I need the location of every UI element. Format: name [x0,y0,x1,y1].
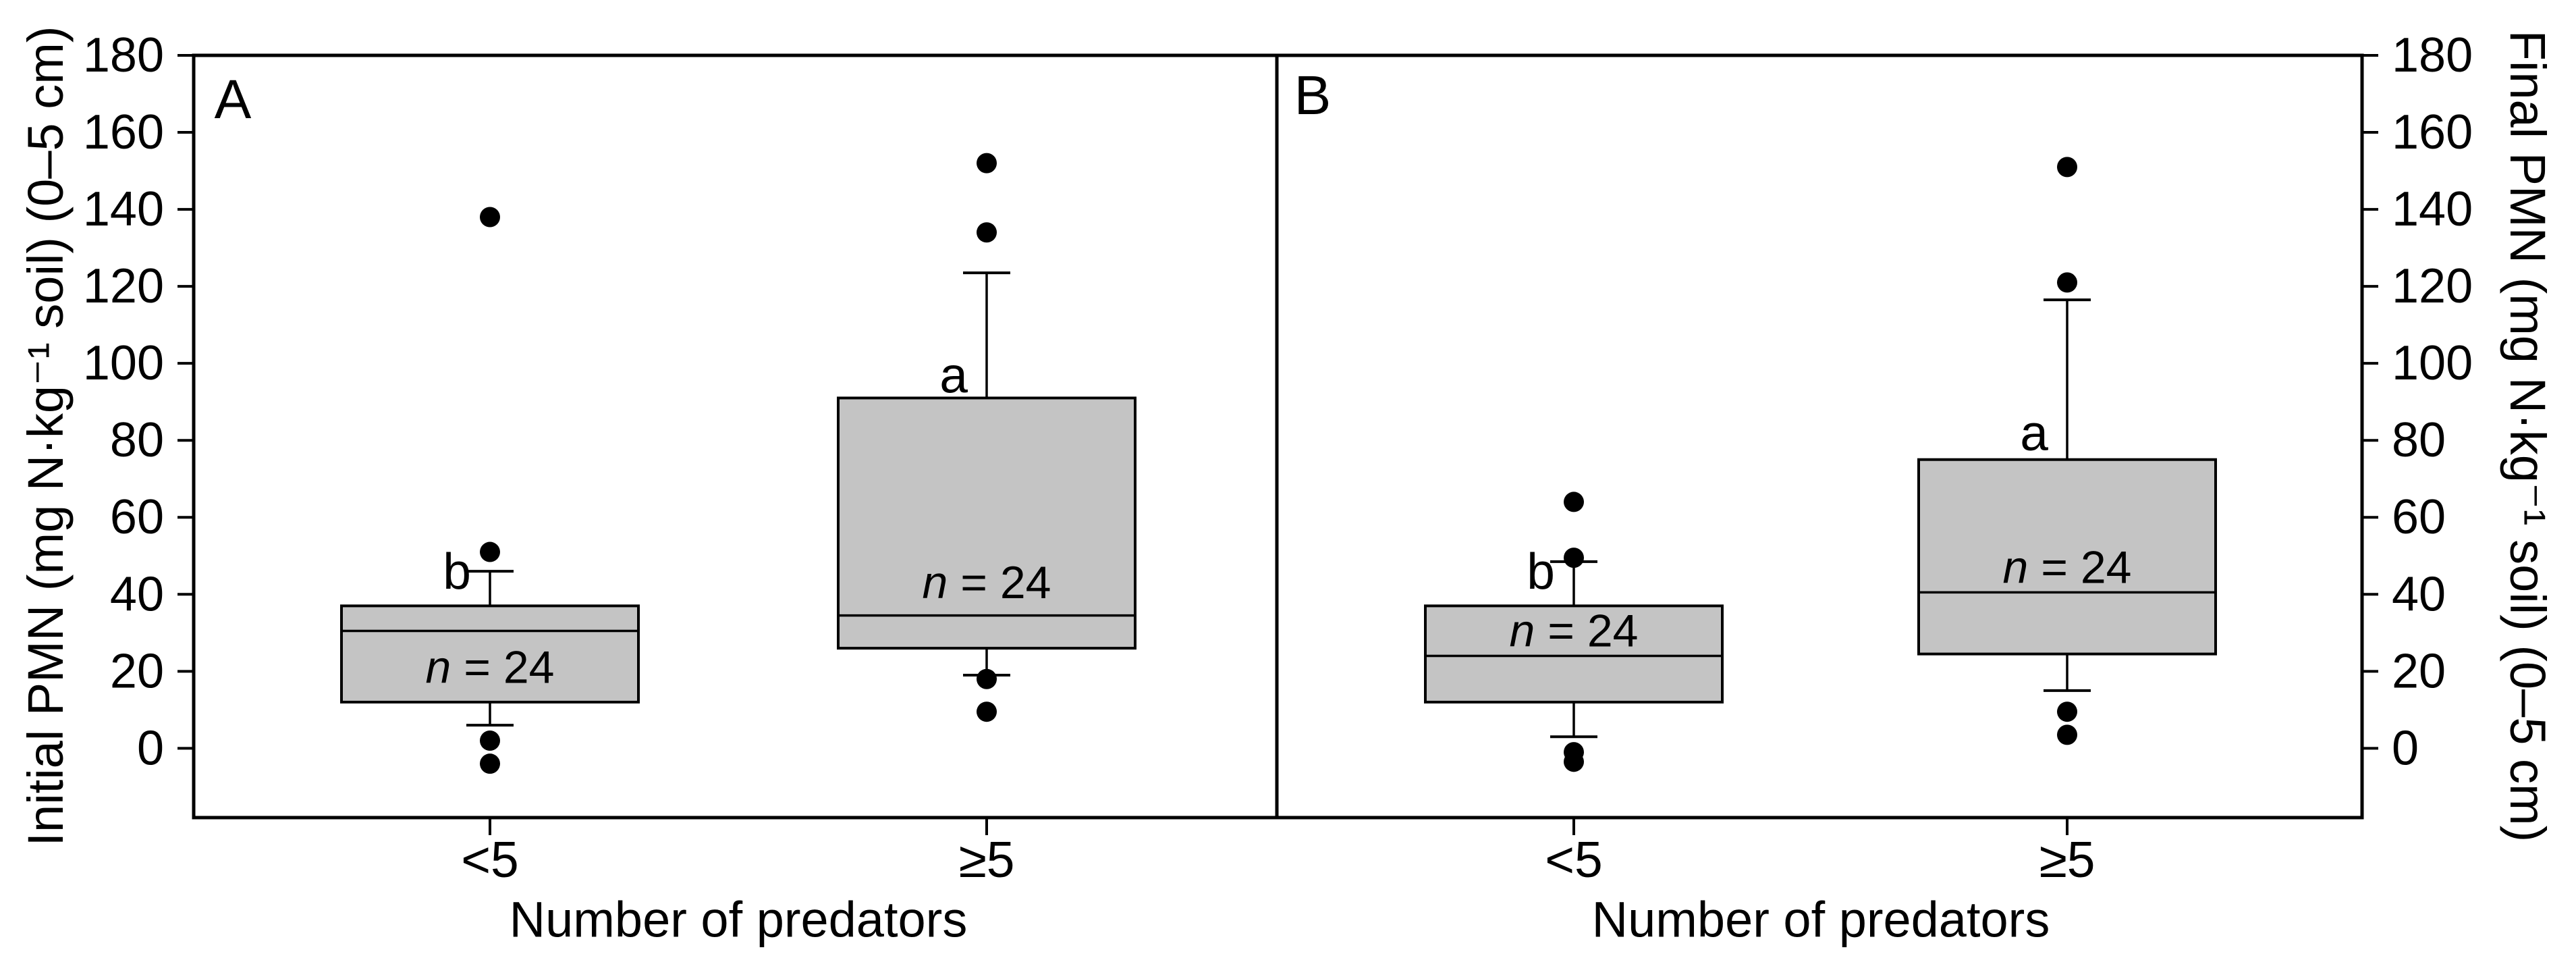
x-axis-title-panel-a: Number of predators [509,891,968,948]
outlier-dot [1564,548,1584,568]
y-tick-label-right: 180 [2392,28,2473,82]
x-category-label: ≥5 [2039,831,2095,888]
y-tick-label-right: 0 [2392,721,2419,775]
y-tick-label-left: 160 [83,105,164,159]
y-tick-label-right: 80 [2392,413,2446,467]
outlier-dot [2057,701,2077,722]
y-tick-label-left: 60 [110,490,164,544]
outlier-dot [480,753,500,774]
box [340,604,640,703]
outlier-dot [1564,492,1584,512]
outlier-dot [2057,157,2077,178]
outlier-dot [2057,724,2077,745]
outlier-dot [977,222,997,243]
sig-letter: a [2020,404,2048,461]
y-tick-label-right: 60 [2392,490,2446,544]
outlier-dot [2057,272,2077,293]
panel-label-b: B [1294,65,1332,126]
y-tick-label-left: 140 [83,182,164,236]
y-axis-title-right: Final PMN (mg N·kg⁻¹ soil) (0–5 cm) [2500,30,2556,843]
y-tick-label-left: 40 [110,567,164,621]
box [1917,458,2217,656]
y-tick-label-right: 40 [2392,567,2446,621]
outlier-dot [480,541,500,562]
n-label: n = 24 [2003,541,2132,593]
y-tick-label-right: 100 [2392,336,2473,390]
y-tick-label-left: 20 [110,644,164,698]
outlier-dot [480,730,500,751]
x-category-label: <5 [461,831,519,888]
y-axis-title-left: Initial PMN (mg N·kg⁻¹ soil) (0–5 cm) [18,26,74,847]
outlier-dot [977,701,997,722]
n-label: n = 24 [923,557,1051,608]
box [837,396,1136,650]
y-tick-label-left: 120 [83,259,164,313]
sig-letter: b [443,543,471,600]
outlier-dot [977,668,997,689]
y-tick-label-right: 140 [2392,182,2473,236]
panel-label-a: A [214,69,252,130]
outlier-dot [480,207,500,228]
sig-letter: b [1527,543,1555,600]
x-category-label: <5 [1545,831,1603,888]
outlier-dot [1564,742,1584,763]
x-axis-title-panel-b: Number of predators [1591,891,2050,948]
box [1424,604,1724,703]
sig-letter: a [939,346,968,403]
y-tick-label-left: 180 [83,28,164,82]
n-label: n = 24 [1510,605,1639,656]
y-tick-label-right: 160 [2392,105,2473,159]
outlier-dot [977,153,997,174]
n-label: n = 24 [426,642,555,693]
y-tick-label-right: 120 [2392,259,2473,313]
x-category-label: ≥5 [959,831,1015,888]
y-tick-label-left: 100 [83,336,164,390]
y-tick-label-left: 0 [137,721,164,775]
y-tick-label-right: 20 [2392,644,2446,698]
y-tick-label-left: 80 [110,413,164,467]
